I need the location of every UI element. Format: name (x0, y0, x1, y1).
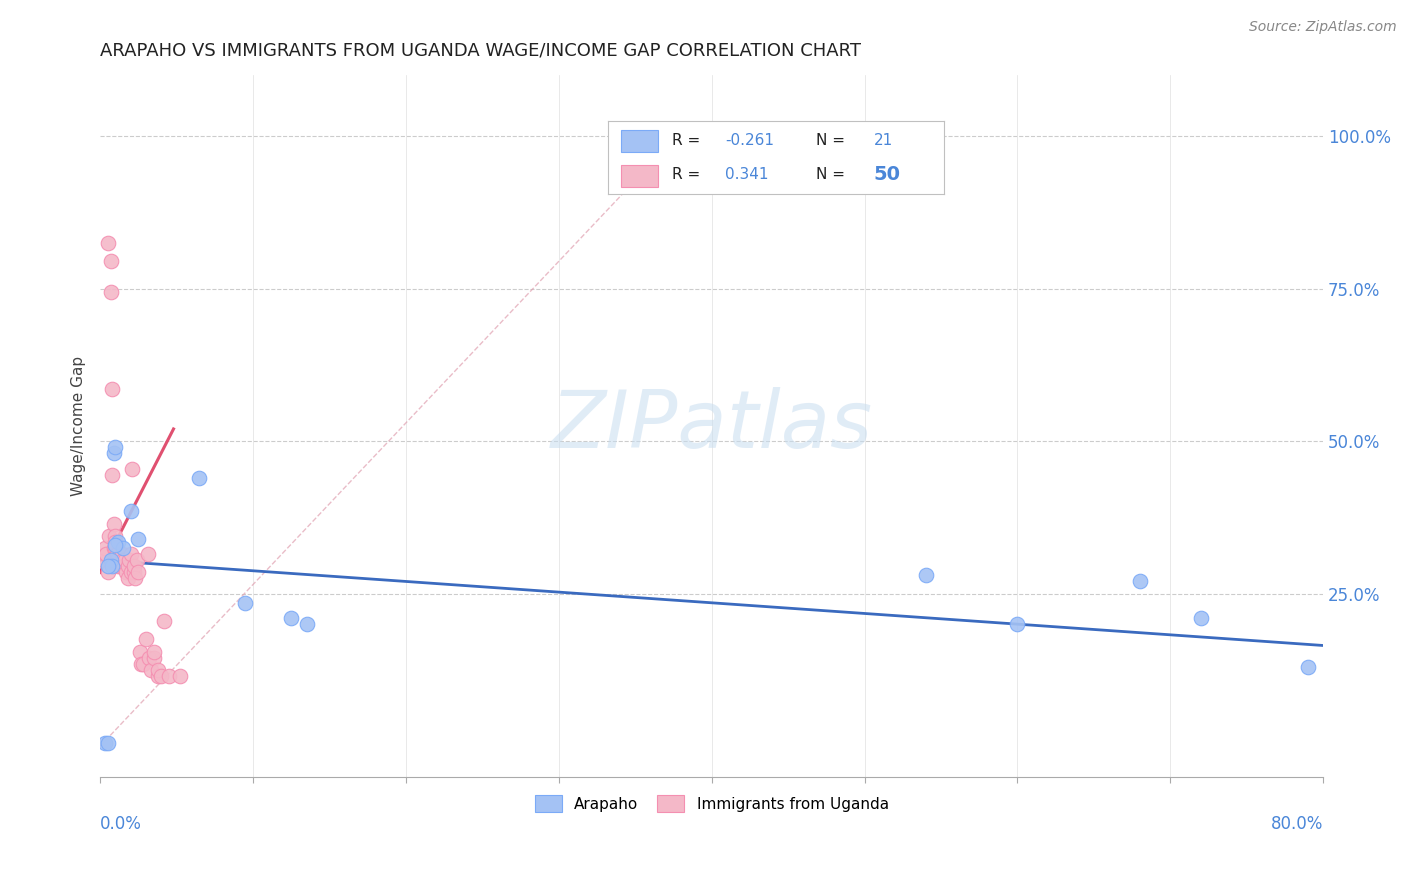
Point (169, 669, 191, 683)
Point (100, 254, 122, 268)
Point (127, 532, 149, 546)
Text: 0.0%: 0.0% (100, 815, 142, 833)
Point (914, 568, 936, 582)
Point (91, 553, 114, 567)
Point (1129, 574, 1152, 589)
Point (101, 467, 124, 482)
Point (100, 553, 122, 567)
Point (97, 566, 120, 580)
Point (115, 566, 138, 580)
Legend: Arapaho, Immigrants from Uganda: Arapaho, Immigrants from Uganda (529, 789, 894, 818)
Point (110, 547, 132, 561)
Point (122, 566, 145, 580)
Point (104, 538, 127, 552)
Point (153, 614, 176, 628)
Point (117, 571, 139, 585)
Point (105, 553, 128, 567)
Point (104, 541, 127, 555)
Point (1189, 611, 1212, 625)
Point (120, 504, 142, 518)
Point (142, 650, 165, 665)
Point (103, 541, 125, 555)
Point (127, 566, 149, 580)
Point (104, 529, 127, 543)
Point (132, 657, 155, 671)
Point (1296, 660, 1319, 674)
Point (121, 461, 143, 475)
Point (103, 516, 125, 531)
Point (142, 644, 165, 658)
Point (135, 632, 157, 647)
Point (125, 553, 148, 567)
Point (112, 553, 135, 567)
Point (118, 553, 141, 567)
Point (120, 566, 142, 580)
Point (131, 657, 153, 671)
Point (139, 663, 162, 677)
Point (150, 669, 173, 683)
Point (235, 596, 257, 610)
Point (136, 547, 159, 561)
Point (117, 559, 139, 574)
Point (101, 382, 124, 396)
Point (107, 534, 129, 549)
Point (97, 235, 120, 250)
Point (148, 663, 170, 677)
Point (97, 559, 120, 574)
Point (104, 440, 127, 454)
Y-axis label: Wage/Income Gap: Wage/Income Gap (72, 356, 86, 496)
Point (98, 529, 121, 543)
Point (96, 547, 118, 561)
Text: Source: ZipAtlas.com: Source: ZipAtlas.com (1249, 20, 1396, 34)
Point (97, 736, 120, 750)
Point (105, 547, 128, 561)
Point (104, 534, 127, 549)
Point (114, 553, 136, 567)
Text: ARAPAHO VS IMMIGRANTS FROM UGANDA WAGE/INCOME GAP CORRELATION CHART: ARAPAHO VS IMMIGRANTS FROM UGANDA WAGE/I… (100, 42, 860, 60)
Point (93, 736, 115, 750)
Point (157, 669, 180, 683)
Point (93, 541, 115, 555)
Point (280, 611, 302, 625)
Point (103, 446, 125, 460)
Point (101, 559, 124, 574)
Point (112, 541, 135, 555)
Point (107, 559, 129, 574)
Point (124, 571, 146, 585)
Point (100, 285, 122, 299)
Point (188, 471, 211, 485)
Point (108, 559, 131, 574)
Point (1007, 617, 1029, 632)
Text: ZIPatlas: ZIPatlas (551, 387, 873, 465)
Text: 80.0%: 80.0% (1271, 815, 1323, 833)
Point (112, 559, 135, 574)
Point (122, 559, 145, 574)
Point (138, 650, 160, 665)
Point (295, 617, 318, 632)
Point (148, 669, 170, 683)
Point (120, 547, 142, 561)
Point (128, 644, 150, 658)
